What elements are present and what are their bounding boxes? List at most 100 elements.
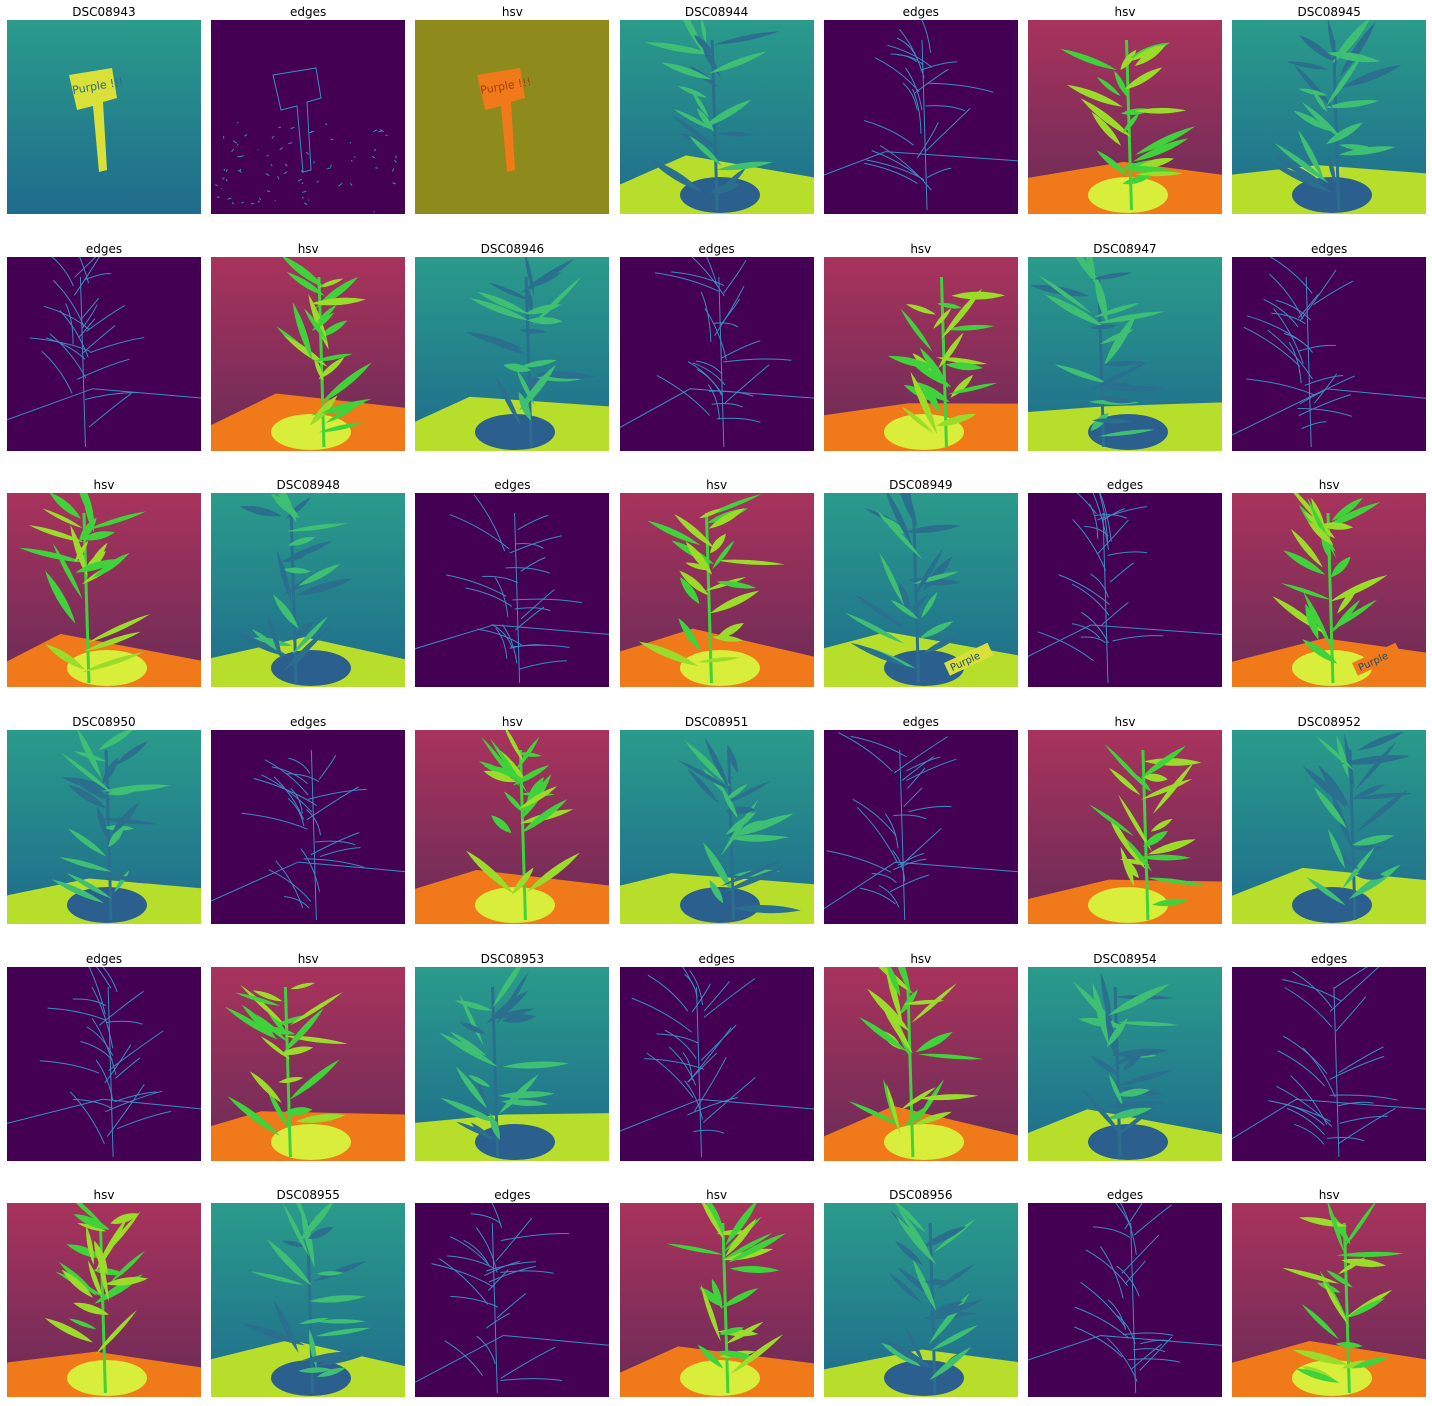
leaf bbox=[715, 1350, 756, 1359]
edge-line bbox=[1099, 493, 1112, 542]
edge-line bbox=[81, 325, 116, 355]
leaf bbox=[519, 364, 557, 412]
edge-line bbox=[489, 1265, 537, 1283]
leaf bbox=[724, 1203, 757, 1246]
leaf bbox=[905, 303, 936, 315]
leaf bbox=[917, 1094, 979, 1101]
image-panel bbox=[415, 257, 610, 451]
edge-line bbox=[463, 1239, 490, 1266]
edge-line bbox=[300, 848, 321, 892]
edge-line bbox=[506, 567, 551, 574]
plant-stem bbox=[289, 512, 298, 684]
edge-fragment bbox=[237, 143, 239, 146]
edge-fragment bbox=[309, 131, 313, 134]
image-panel bbox=[619, 493, 814, 687]
image-hsv bbox=[1028, 20, 1222, 214]
leaf bbox=[897, 967, 911, 995]
leaf bbox=[853, 593, 907, 630]
edge-line bbox=[871, 873, 897, 883]
image-title: edges bbox=[902, 715, 939, 729]
edge-fragment bbox=[221, 188, 223, 190]
image-panel bbox=[415, 493, 610, 687]
edge-fragment bbox=[288, 142, 293, 145]
leaf bbox=[1150, 818, 1173, 832]
edge-line bbox=[73, 257, 100, 296]
leaf bbox=[1122, 858, 1139, 879]
edge-line bbox=[1271, 312, 1306, 325]
leaf bbox=[697, 1344, 723, 1369]
edge-line bbox=[1334, 967, 1369, 989]
image-gray bbox=[211, 493, 406, 687]
edge-line bbox=[1071, 623, 1101, 639]
edge-line bbox=[886, 44, 932, 68]
leaf bbox=[1321, 533, 1332, 560]
leaf bbox=[83, 631, 141, 652]
leaf bbox=[488, 282, 532, 301]
image-gray bbox=[7, 730, 201, 924]
image-edges bbox=[7, 967, 201, 1161]
plant-pot bbox=[679, 177, 760, 213]
edge-line bbox=[450, 1295, 499, 1308]
edge-line bbox=[98, 990, 144, 1026]
leaf bbox=[455, 1000, 493, 1011]
edge-line bbox=[39, 1060, 100, 1074]
leaf bbox=[945, 324, 995, 331]
edge-line bbox=[683, 1080, 703, 1120]
leaf bbox=[850, 642, 909, 668]
leaf bbox=[720, 1287, 759, 1308]
leaf bbox=[61, 1269, 94, 1298]
edge-line bbox=[303, 858, 365, 868]
edge-line bbox=[1292, 971, 1333, 1009]
image-title: edges bbox=[698, 952, 735, 966]
edge-line bbox=[1269, 257, 1313, 294]
edge-line bbox=[889, 874, 929, 893]
leaf bbox=[1066, 84, 1123, 107]
leaf bbox=[1129, 45, 1162, 62]
leaf bbox=[700, 20, 706, 43]
leaf bbox=[497, 971, 530, 1025]
edge-line bbox=[310, 832, 360, 856]
edge-line bbox=[904, 67, 923, 111]
image-panel bbox=[7, 730, 201, 924]
image-panel bbox=[1232, 730, 1427, 924]
edge-line bbox=[491, 624, 513, 647]
leaf bbox=[672, 108, 714, 131]
edge-fragment bbox=[277, 176, 280, 180]
edge-line bbox=[691, 257, 725, 297]
edge-line bbox=[1117, 1315, 1136, 1345]
leaf bbox=[260, 1036, 291, 1060]
edge-line bbox=[96, 967, 112, 989]
edge-line bbox=[106, 1084, 145, 1137]
leaf bbox=[520, 359, 558, 368]
image-title: hsv bbox=[501, 715, 523, 729]
edge-fragment bbox=[302, 196, 305, 199]
leaf bbox=[87, 613, 151, 643]
edge-line bbox=[45, 337, 86, 360]
leaf bbox=[702, 99, 752, 128]
edge-line bbox=[1284, 1103, 1325, 1126]
edge-line bbox=[1107, 551, 1148, 556]
edge-line bbox=[500, 1270, 555, 1274]
edge-line bbox=[95, 1059, 114, 1102]
leaf bbox=[1281, 583, 1332, 600]
leaf bbox=[867, 988, 910, 1032]
leaf bbox=[731, 905, 801, 914]
leaf bbox=[1111, 1048, 1169, 1058]
edge-line bbox=[692, 1129, 724, 1134]
image-title: DSC08946 bbox=[480, 242, 545, 256]
leaf bbox=[921, 592, 938, 618]
edge-fragment bbox=[226, 168, 228, 172]
leaf bbox=[1342, 1203, 1376, 1251]
edge-line bbox=[1073, 1326, 1123, 1358]
leaf bbox=[478, 334, 527, 355]
leaf bbox=[283, 335, 328, 367]
leaf bbox=[80, 531, 115, 541]
image-edges bbox=[619, 257, 814, 451]
leaf bbox=[899, 989, 918, 1015]
leaf bbox=[698, 508, 722, 519]
leaf bbox=[666, 1243, 724, 1255]
leaf bbox=[711, 540, 735, 570]
edge-line bbox=[486, 1312, 511, 1329]
leaf bbox=[1328, 155, 1336, 184]
plant-pot bbox=[1088, 177, 1168, 213]
